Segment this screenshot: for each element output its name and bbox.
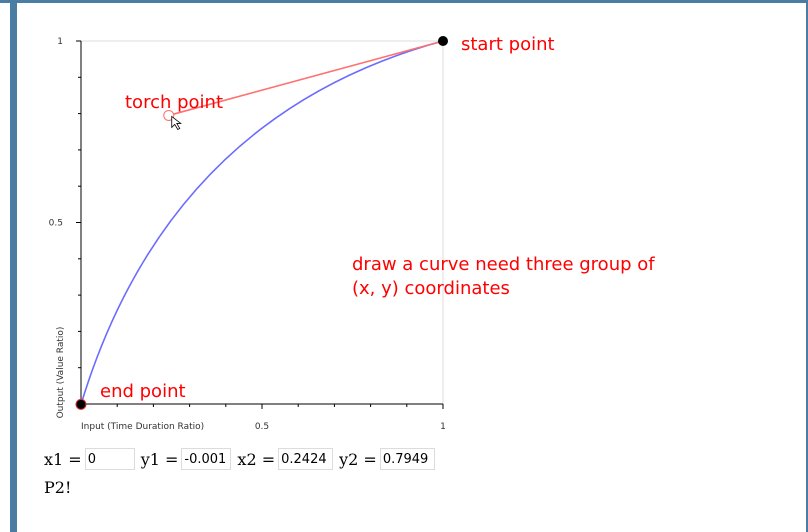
y1-label: y1 =: [140, 449, 179, 469]
y-axis-label: Output (Value Ratio): [56, 327, 66, 419]
x-tick-label: 1: [440, 422, 446, 432]
chart-marks: [75, 36, 448, 410]
bezier-curve: [80, 40, 444, 405]
y1-input[interactable]: [181, 448, 232, 470]
y-tick-label: 1: [57, 37, 63, 47]
y2-label: y2 =: [339, 449, 377, 469]
y2-input[interactable]: [379, 448, 435, 470]
x2-input[interactable]: [278, 448, 334, 470]
x1-input[interactable]: [84, 448, 135, 470]
x1-label: x1 =: [44, 449, 82, 469]
end-point-annotation: end point: [100, 381, 186, 402]
status-text: P2!: [44, 478, 72, 497]
torch-point-annotation: torch point: [125, 92, 223, 113]
curve-note-line2: (x, y) coordinates: [352, 278, 510, 299]
coordinate-controls: x1 = y1 = x2 = y2 =: [44, 448, 441, 470]
window-right-border: [806, 0, 808, 532]
bezier-plot[interactable]: 1 0.5 0.5 1 Input (Time Duration Ratio) Outpu…: [0, 0, 808, 440]
mouse-cursor-icon: [171, 115, 182, 130]
start-point-marker: [438, 36, 448, 46]
torch-point-handle: [163, 109, 175, 121]
control-handle-line: [168, 40, 444, 117]
x2-label: x2 =: [237, 449, 276, 469]
end-point-marker: [75, 398, 87, 410]
axes: 1 0.5 0.5 1 Input (Time Duration Ratio) Outpu…: [49, 37, 446, 432]
start-point-annotation: start point: [461, 34, 555, 55]
window-left-border: [10, 0, 17, 532]
window-top-border: [0, 0, 808, 3]
x-tick-label: 0.5: [255, 422, 269, 432]
x-axis-label: Input (Time Duration Ratio): [81, 422, 204, 432]
y-tick-label: 0.5: [49, 219, 63, 229]
curve-note-line1: draw a curve need three group of: [352, 254, 655, 275]
